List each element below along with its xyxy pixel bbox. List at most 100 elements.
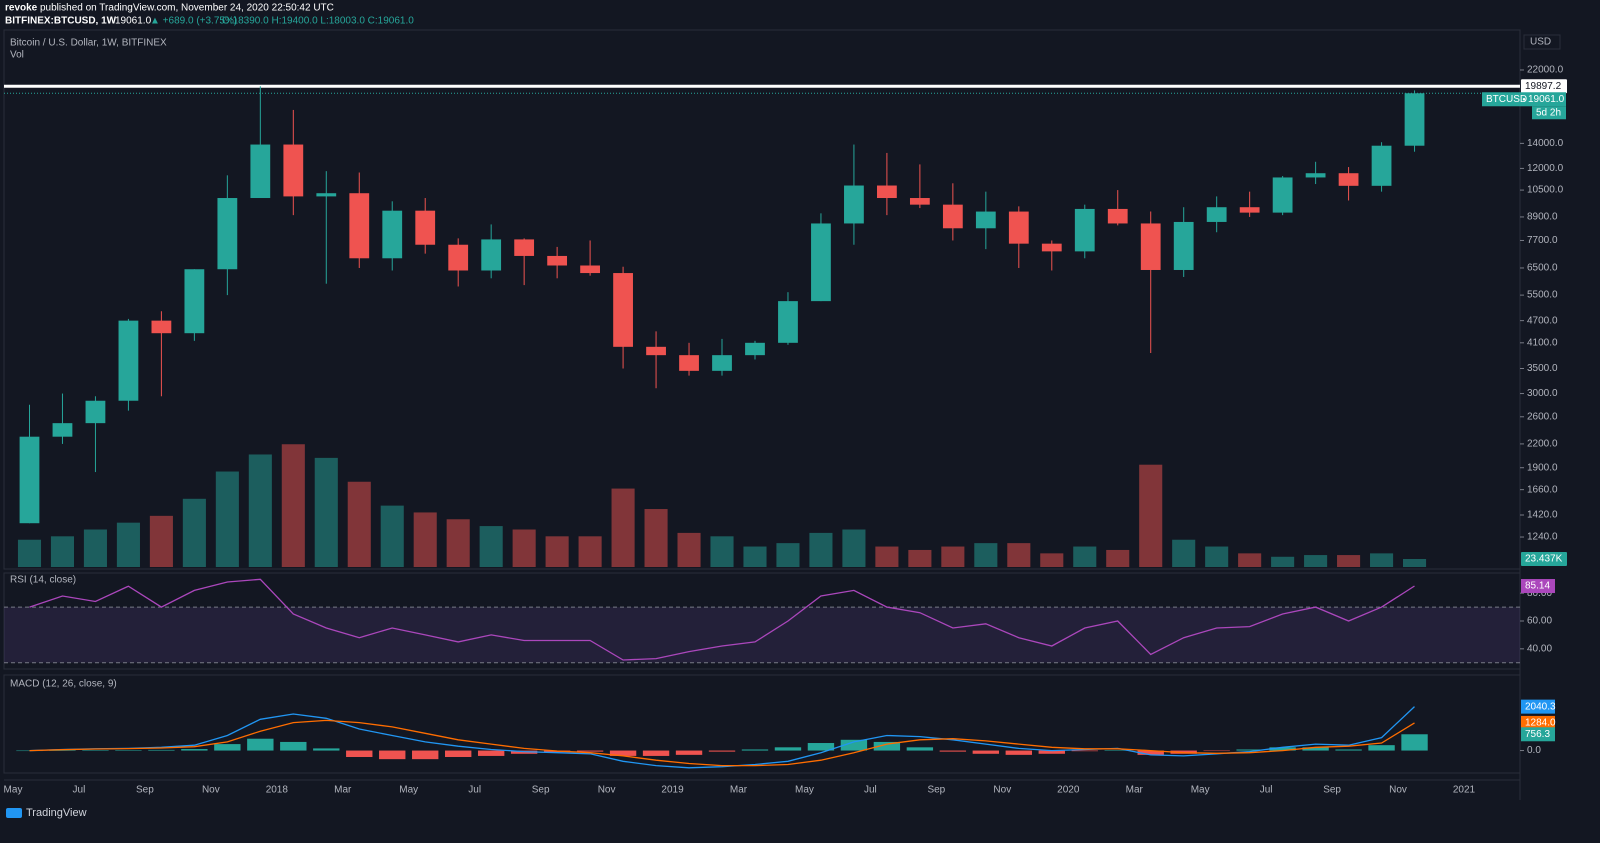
- volume-title: Vol: [10, 50, 24, 61]
- macd-hist-bar: [1335, 749, 1362, 751]
- candle-body: [415, 210, 436, 245]
- logo-mark: [6, 808, 22, 818]
- x-tick-label: Jul: [864, 785, 877, 796]
- header-change: ▲ +689.0 (+3.75%): [150, 16, 237, 27]
- macd-hist-bar: [609, 750, 637, 756]
- x-tick-label: May: [795, 785, 814, 796]
- candle-body: [1371, 145, 1392, 186]
- header-ohlc: O:18390.0 H:19400.0 L:18003.0 C:19061.0: [222, 16, 414, 27]
- volume-bar: [1304, 555, 1328, 567]
- candle-body: [481, 239, 502, 271]
- candle-body: [613, 273, 633, 347]
- x-tick-label: Jul: [1260, 785, 1273, 796]
- rsi-label-box: [1521, 579, 1555, 594]
- last-price-label: 19061.0: [1528, 94, 1565, 105]
- volume-bar: [413, 512, 437, 567]
- candle-body: [250, 144, 271, 199]
- macd-hist-bar: [1269, 747, 1296, 751]
- x-tick-label: May: [4, 785, 23, 796]
- candle-body: [316, 193, 337, 197]
- volume-bar: [215, 471, 239, 567]
- candle-body: [844, 185, 864, 224]
- macd-hist-bar: [313, 748, 340, 751]
- published: published on TradingView.com, November 2…: [40, 3, 334, 14]
- candle-body: [745, 342, 765, 356]
- macd-hist-bar: [1104, 750, 1131, 751]
- x-tick-label: 2020: [1057, 785, 1080, 796]
- volume-bar: [1370, 553, 1394, 567]
- volume-bar: [314, 457, 338, 567]
- macd-hist-bar: [445, 750, 472, 758]
- countdown: 5d 2h: [1536, 107, 1561, 118]
- candle-body: [547, 255, 568, 266]
- candle-body: [1041, 243, 1062, 252]
- volume-bar: [182, 498, 206, 567]
- y-tick-label: 14000.0: [1527, 138, 1564, 149]
- candle-body: [382, 210, 403, 259]
- candle-body: [1272, 177, 1293, 213]
- x-tick-label: Nov: [598, 785, 616, 796]
- volume-bar: [1205, 546, 1229, 567]
- macd-hist-bar: [1137, 750, 1164, 755]
- candles: [19, 86, 1425, 524]
- candle-body: [679, 355, 699, 371]
- macd-hist-bar: [576, 750, 604, 752]
- candle-body: [19, 436, 40, 524]
- last-price-symbol: BTCUSD: [1486, 94, 1527, 105]
- macd-hist-bar: [972, 750, 1000, 754]
- x-tick-label: Nov: [202, 785, 220, 796]
- rsi-label: 85.14: [1525, 581, 1550, 592]
- brand: TradingView: [26, 807, 87, 819]
- candle-body: [1338, 173, 1359, 186]
- macd-hist-bar: [247, 738, 274, 751]
- y-tick-label: 7700.0: [1527, 235, 1558, 246]
- macd-hist-bar: [741, 749, 769, 751]
- volume-bar: [1139, 464, 1163, 567]
- macd-hist-bar: [379, 750, 406, 760]
- macd-label: 1284.0: [1525, 718, 1556, 729]
- macd-hist-bar: [346, 750, 373, 758]
- macd-hist-bar: [1071, 750, 1098, 752]
- candle-body: [1008, 211, 1029, 244]
- macd-histogram: [16, 734, 1428, 760]
- candle-body: [448, 244, 469, 271]
- y-tick-label: 3000.0: [1527, 388, 1558, 399]
- rsi-tick-label: 40.00: [1527, 643, 1552, 654]
- rsi-band: [4, 607, 1520, 663]
- currency[interactable]: USD: [1530, 37, 1551, 48]
- y-tick-label: 2600.0: [1527, 411, 1558, 422]
- macd-hist-bar: [49, 750, 76, 751]
- macd-hist-bar: [1401, 734, 1428, 751]
- volume-bar: [743, 546, 767, 567]
- volume-bar: [974, 543, 998, 567]
- macd-hist-bar: [1203, 750, 1230, 752]
- macd-hist-bar: [412, 750, 439, 760]
- candle-body: [1107, 208, 1128, 224]
- candle-body: [580, 265, 600, 274]
- macd-hist-bar: [807, 743, 835, 751]
- candle-body: [217, 198, 238, 270]
- macd-hist-bar: [840, 739, 868, 751]
- candle-body: [778, 301, 798, 343]
- volume-bar: [347, 481, 371, 567]
- macd-hist-label: 756.3: [1525, 729, 1550, 740]
- resistance-label: 19897.2: [1525, 81, 1562, 92]
- currency-box[interactable]: [1523, 34, 1561, 50]
- macd-hist-bar: [181, 749, 208, 751]
- candle-body: [85, 400, 106, 424]
- volume-bar: [611, 488, 635, 567]
- macd-hist-bar: [115, 750, 142, 751]
- candle-body: [646, 346, 666, 356]
- x-tick-label: Mar: [730, 785, 748, 796]
- volume-bar: [776, 543, 800, 567]
- volume-bar: [809, 532, 833, 567]
- candle-body: [877, 185, 897, 199]
- x-tick-label: Sep: [136, 785, 154, 796]
- macd-hist-bar: [214, 744, 241, 751]
- resistance-label-box: [1521, 79, 1567, 94]
- candle-body: [712, 355, 732, 371]
- candle-body: [1239, 207, 1260, 213]
- volume-bar: [1172, 539, 1196, 567]
- candle-body: [811, 223, 831, 302]
